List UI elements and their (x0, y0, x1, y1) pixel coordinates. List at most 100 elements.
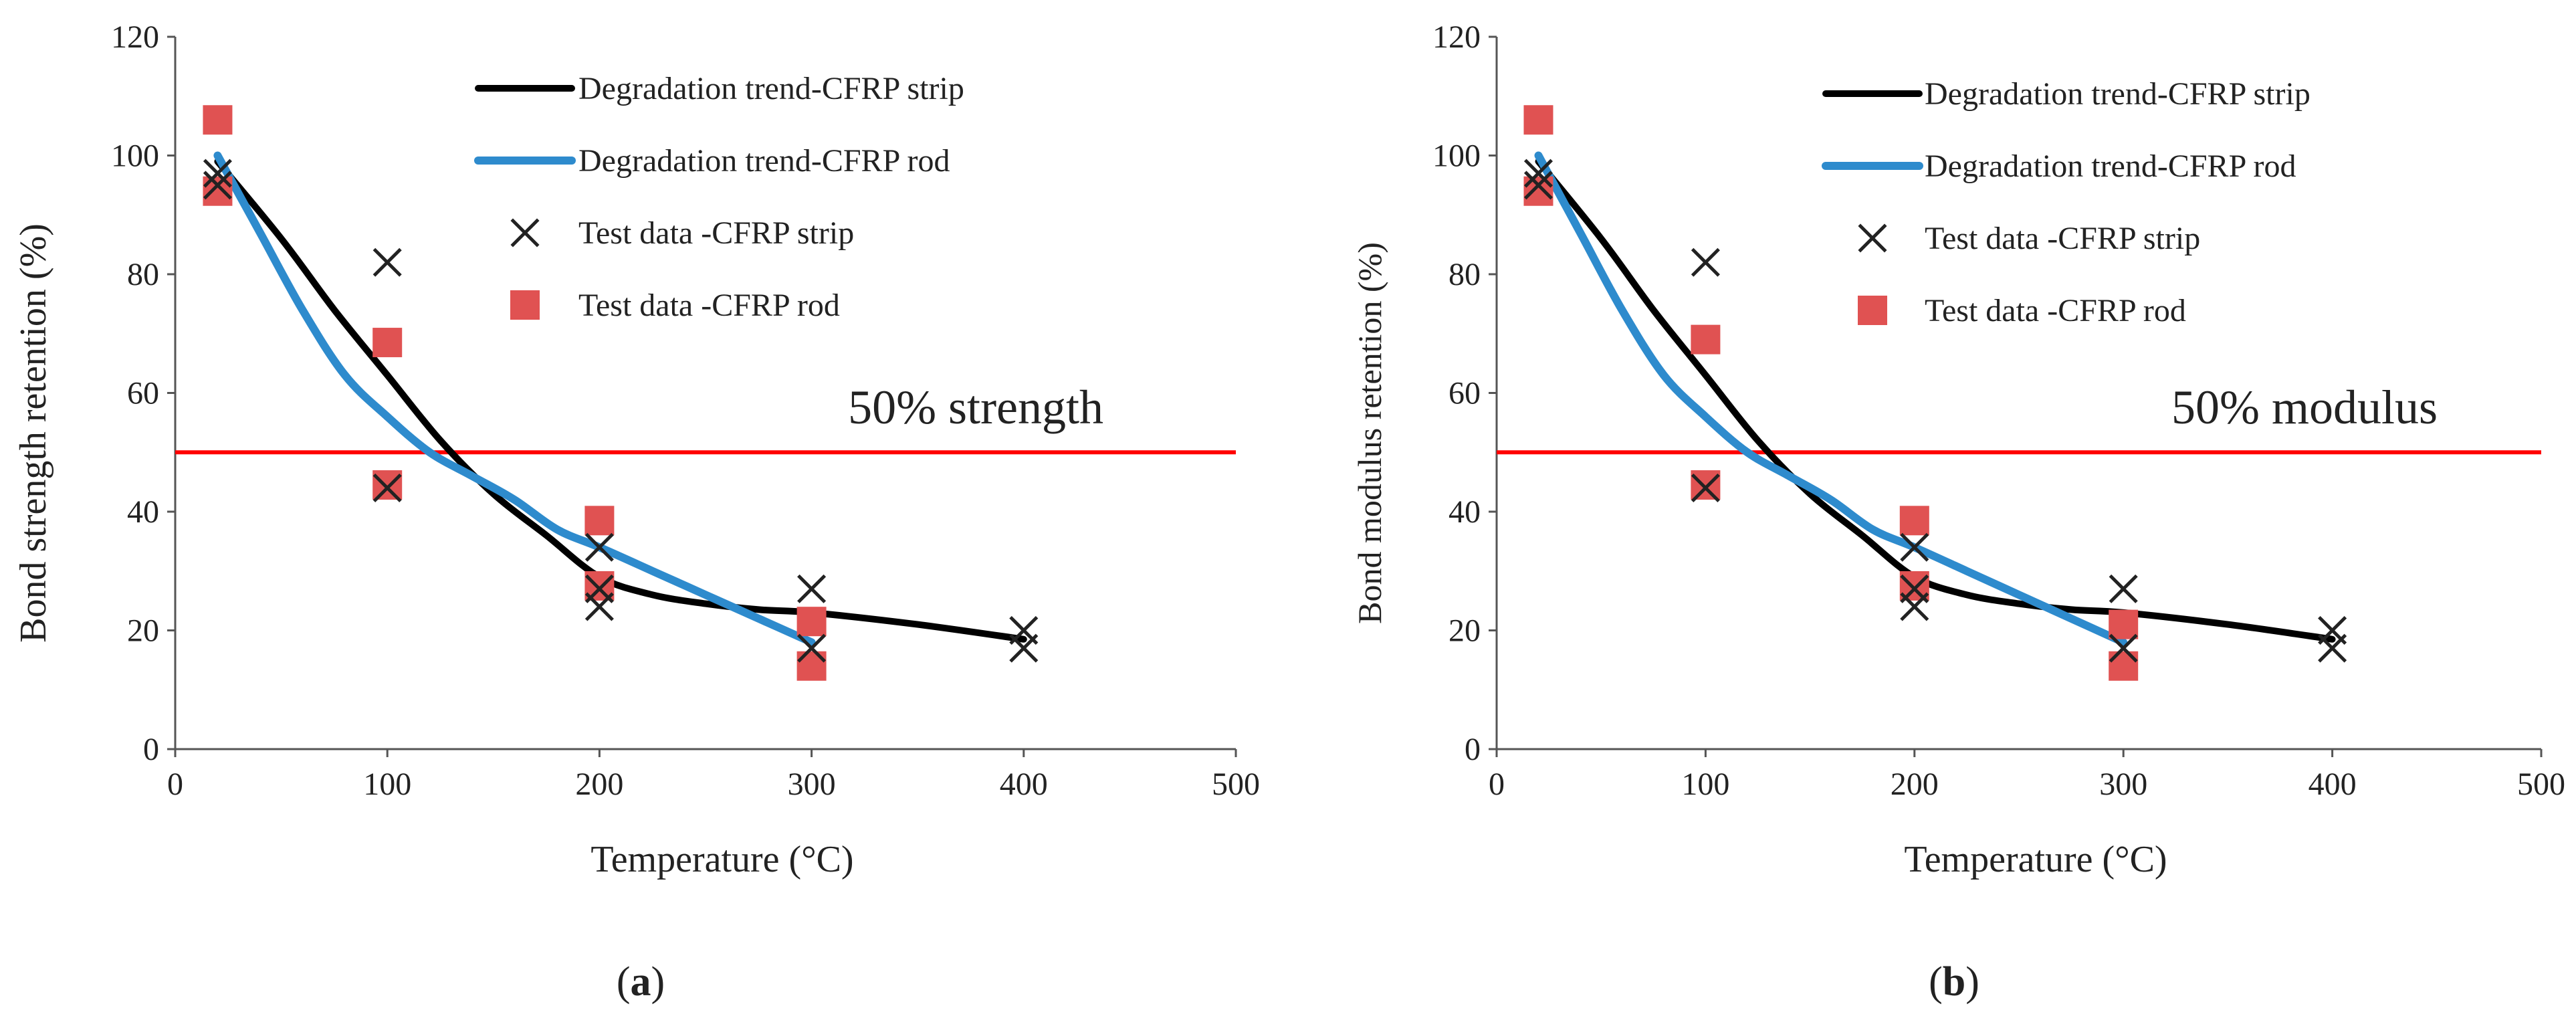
data-point-rod (796, 607, 827, 637)
y-tick-label: 100 (1432, 138, 1481, 174)
panel-label: (b) (1929, 959, 1979, 1005)
data-point-strip (584, 532, 614, 562)
x-axis-title: Temperature (°C) (1904, 839, 2167, 880)
x-tick-label: 500 (2517, 767, 2565, 802)
marker-x-stroke (797, 633, 827, 663)
x-tick-label: 300 (2099, 767, 2147, 802)
legend-label-strip-trend: Degradation trend-CFRP strip (578, 71, 964, 106)
legend-label-strip-data: Test data -CFRP strip (578, 215, 854, 251)
legend-label-rod-data: Test data -CFRP rod (578, 288, 840, 323)
marker-x-stroke (1691, 473, 1720, 503)
legend-label-rod-trend: Degradation trend-CFRP rod (1925, 148, 2296, 184)
data-point-strip (1009, 633, 1039, 663)
data-point-rod (2109, 651, 2139, 681)
x-tick-label: 300 (788, 767, 836, 802)
y-tick-label: 0 (143, 732, 159, 767)
y-axis-title: Bond strength retention (%) (13, 223, 54, 643)
data-point-strip (1691, 247, 1720, 277)
data-point-rod (372, 328, 403, 358)
legend-swatch-strip-data (1858, 223, 1887, 253)
y-tick-label: 60 (127, 376, 159, 411)
marker-x-stroke (2109, 574, 2138, 603)
data-point-rod (584, 506, 615, 536)
data-point-rod (796, 651, 827, 681)
marker-x-stroke (2318, 633, 2347, 663)
x-tick-label: 500 (1212, 767, 1260, 802)
x-tick-label: 0 (1489, 767, 1505, 802)
marker-x-stroke (1858, 223, 1887, 253)
chart-panel-a: 0 100 200 300 400 500 0 20 40 60 80 100 120 Degradat… (13, 19, 1260, 1005)
data-point-strip (1523, 159, 1553, 188)
y-tick-label: 20 (1448, 613, 1481, 649)
x-axis-title: Temperature (°C) (591, 839, 853, 880)
marker-x-stroke (1691, 247, 1720, 277)
data-point-strip (1900, 532, 1929, 562)
data-point-strip (797, 633, 827, 663)
marker-x-stroke (372, 247, 402, 277)
x-tick-label: 100 (363, 767, 411, 802)
legend-label-strip-data: Test data -CFRP strip (1925, 221, 2200, 256)
legend-swatch-rod-data (1858, 296, 1887, 325)
data-point-rod (1523, 105, 1553, 135)
data-point-strip (1523, 171, 1553, 200)
data-point-strip (203, 159, 232, 188)
trend-line-rod (213, 151, 816, 647)
y-tick-label: 40 (1448, 494, 1481, 530)
y-tick-label: 60 (1448, 376, 1481, 411)
x-tick-label: 400 (1000, 767, 1048, 802)
data-point-rod (203, 105, 233, 135)
data-point-strip (372, 247, 402, 277)
trend-line-rod (1534, 151, 2128, 647)
x-tick-label: 200 (1891, 767, 1939, 802)
y-tick-label: 120 (111, 19, 159, 55)
y-axis-title: Bond modulus retention (%) (1351, 242, 1388, 624)
y-tick-label: 80 (127, 257, 159, 292)
data-point-strip (372, 473, 402, 503)
marker-x-stroke (1523, 171, 1553, 200)
data-point-rod (1691, 324, 1721, 354)
data-point-rod (372, 470, 403, 500)
marker-x-stroke (584, 532, 614, 562)
marker-x-stroke (1523, 159, 1553, 188)
legend-a: Degradation trend-CFRP strip Degradation… (474, 71, 964, 323)
y-tick-label: 20 (127, 613, 159, 649)
y-tick-label: 120 (1432, 19, 1481, 55)
x-tick-label: 100 (1681, 767, 1729, 802)
data-point-strip (797, 574, 827, 603)
marker-x-stroke (584, 574, 614, 603)
marker-x-stroke (1009, 633, 1039, 663)
data-point-strip (203, 171, 232, 200)
data-point-rod (2109, 609, 2139, 639)
y-tick-label: 40 (127, 494, 159, 530)
legend-label-rod-trend: Degradation trend-CFRP rod (578, 143, 950, 179)
data-point-strip (2109, 574, 2138, 603)
panel-label: (a) (617, 959, 665, 1005)
legend-swatch-strip-data (510, 218, 540, 247)
marker-x-stroke (2109, 633, 2138, 663)
y-tick-label: 80 (1448, 257, 1481, 292)
plot-layer-b: 0 100 200 300 400 500 0 20 40 60 80 100 120 (1432, 19, 2565, 802)
marker-x-stroke (510, 218, 540, 247)
marker-x-stroke (797, 574, 827, 603)
reference-line-label: 50% strength (848, 381, 1103, 434)
x-tick-label: 200 (575, 767, 623, 802)
y-tick-label: 100 (111, 138, 159, 174)
x-tick-label: 0 (167, 767, 183, 802)
chart-panel-b: 0 100 200 300 400 500 0 20 40 60 80 100 120 Degradat… (1351, 19, 2565, 1005)
marker-x-stroke (372, 473, 402, 503)
data-point-rod (1523, 176, 1553, 206)
data-point-strip (1691, 473, 1720, 503)
plot-layer-a: 0 100 200 300 400 500 0 20 40 60 80 100 120 (111, 19, 1260, 802)
data-point-strip (2318, 633, 2347, 663)
marker-x-stroke (203, 171, 232, 200)
y-tick-label: 0 (1465, 732, 1481, 767)
data-point-strip (584, 574, 614, 603)
data-point-strip (2109, 633, 2138, 663)
marker-x-stroke (1900, 532, 1929, 562)
marker-x-stroke (1900, 574, 1929, 603)
legend-label-strip-trend: Degradation trend-CFRP strip (1925, 76, 2311, 112)
x-tick-label: 400 (2309, 767, 2357, 802)
legend-swatch-rod-data (510, 290, 540, 320)
